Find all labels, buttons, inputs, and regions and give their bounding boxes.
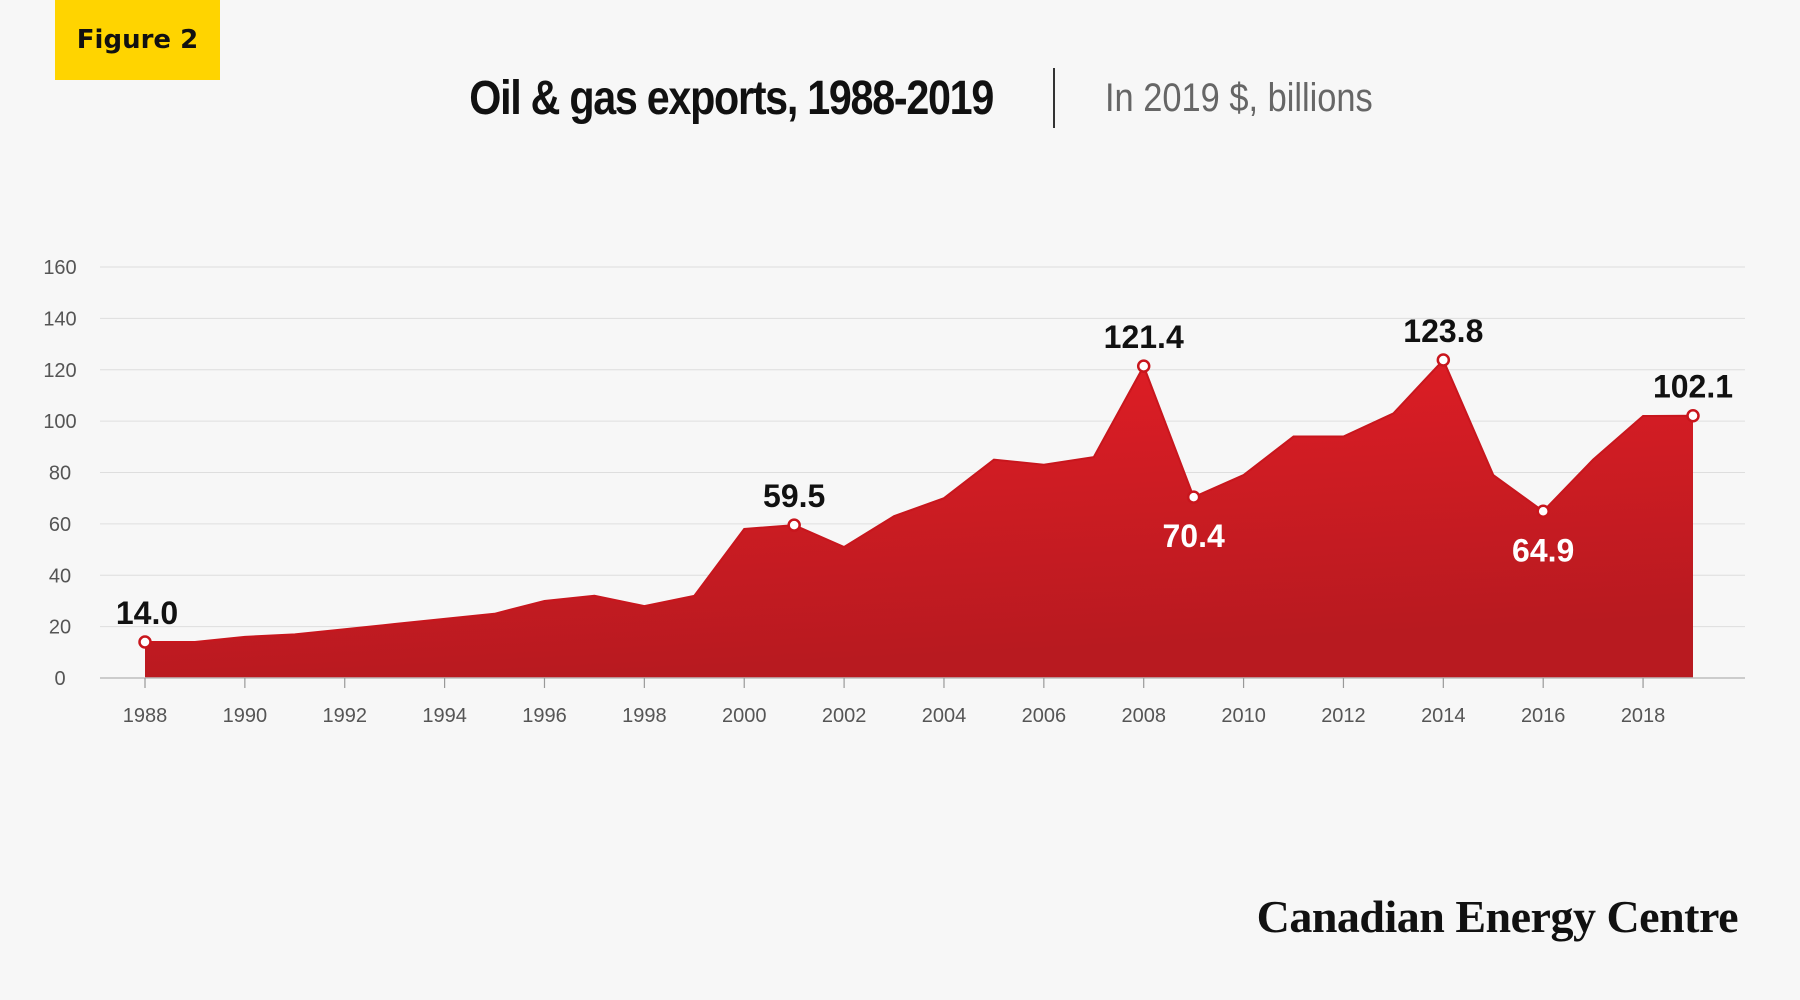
data-point-marker [787,518,801,532]
data-point-marker [1536,504,1550,519]
figure-badge: Figure 2 [55,0,220,80]
data-label: 70.4 [1163,518,1225,554]
area-series [145,358,1694,678]
y-tick-label: 140 [43,308,76,330]
x-tick-label: 2016 [1521,705,1566,727]
x-tick-label: 1992 [322,705,367,727]
data-label: 121.4 [1104,319,1184,355]
data-label: 123.8 [1403,313,1483,349]
x-tick-label: 2008 [1121,705,1166,727]
data-label: 64.9 [1512,532,1574,568]
x-tick-label: 2012 [1321,705,1366,727]
chart-title: Oil & gas exports, 1988-2019 [469,71,994,125]
data-markers: 14.0 59.5 121.4 70.4 123.8 64.9 102.1 [116,313,1733,649]
data-point-marker [1186,490,1201,504]
data-label: 14.0 [116,595,178,631]
x-tick-label: 1996 [522,705,567,727]
data-label: 102.1 [1653,369,1733,405]
y-tick-label: 60 [49,514,71,536]
data-point-marker [138,635,152,649]
x-tick-label: 2010 [1221,705,1266,727]
y-tick-label: 0 [54,668,65,690]
x-tick-label: 1998 [622,705,667,727]
chart-subtitle: In 2019 $, billions [1104,75,1373,120]
x-tick-label: 2006 [1022,705,1067,727]
brand-logo-text: Canadian Energy Centre [1256,891,1739,942]
x-tick-label: 2002 [822,705,867,727]
y-tick-label: 120 [43,360,76,382]
x-tick-label: 1990 [223,705,268,727]
title-divider [1052,68,1055,128]
x-tick-label: 2018 [1621,705,1666,727]
y-tick-label: 40 [49,565,71,587]
y-tick-label: 160 [43,257,76,279]
chart-header: Oil & gas exports, 1988-2019 In 2019 $, … [0,68,1800,128]
x-tick-label: 1988 [123,705,168,727]
series-line [145,358,1694,644]
x-tick-label: 2004 [922,705,967,727]
data-point-marker [1436,353,1451,367]
series-area [145,359,1693,678]
axes: 0 20 40 60 80 100 120 140 160 1988 1990 1992 1994 199… [43,257,1745,727]
data-point-marker [1136,359,1151,373]
x-tick-label: 2000 [722,705,767,727]
y-tick-label: 80 [49,463,71,485]
y-tick-label: 20 [49,617,71,639]
data-point-marker [1686,408,1700,423]
data-label: 59.5 [763,478,825,514]
x-tick-label: 1994 [422,705,467,727]
x-tick-label: 2014 [1421,705,1466,727]
y-tick-label: 100 [43,411,76,433]
